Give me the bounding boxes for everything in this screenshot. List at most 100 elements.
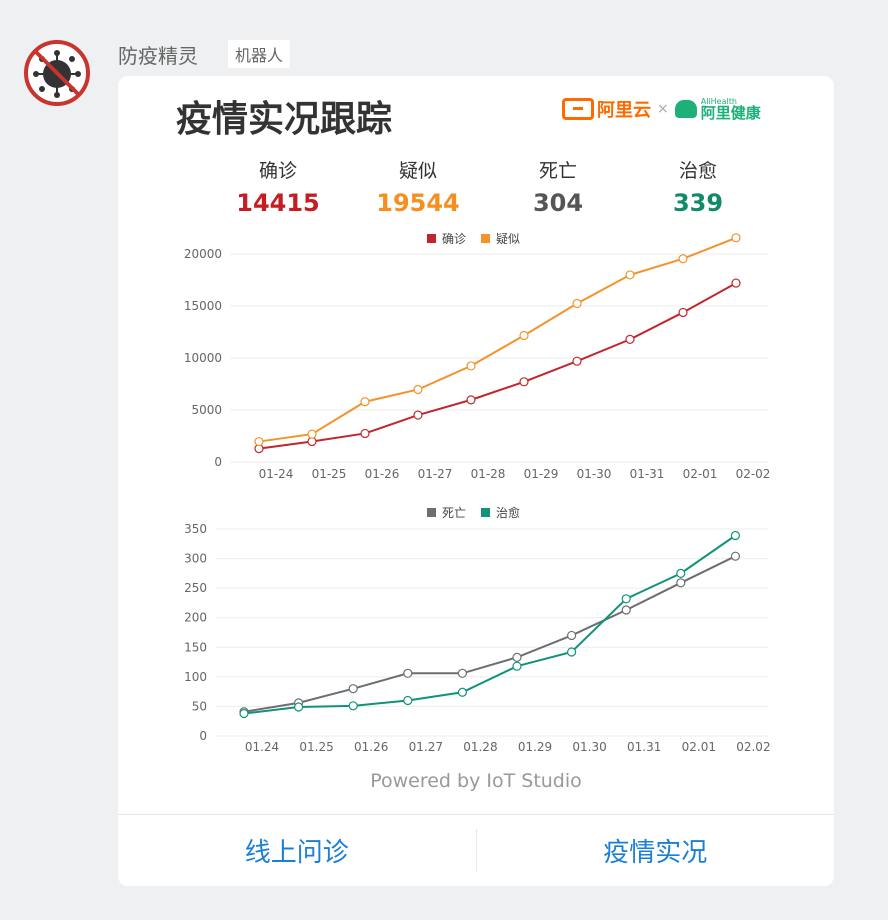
data-point [621, 605, 631, 615]
y-tick-label: 20000 [184, 247, 222, 261]
y-tick-label: 0 [214, 455, 222, 469]
aliyun-text: 阿里云 [597, 100, 651, 121]
data-point [457, 687, 467, 697]
data-point [466, 395, 476, 405]
stat-label: 疑似 [398, 160, 437, 182]
y-tick-label: 5000 [191, 403, 222, 417]
powered-by-text: Powered by IoT Studio [370, 770, 582, 792]
alihealth-en: AliHealth [700, 96, 737, 106]
data-point [678, 254, 688, 264]
data-point [572, 356, 582, 366]
epidemic-card: 疫情实况跟踪 阿里云 × AliHealth 阿里健康 确诊 14415 疑似 … [118, 76, 834, 886]
online-consult-button[interactable]: 线上问诊 [244, 838, 349, 868]
bot-badge: 机器人 [228, 40, 291, 68]
data-point [625, 270, 635, 280]
data-point [621, 594, 631, 604]
y-tick-label: 350 [184, 522, 207, 536]
stat-value: 19544 [376, 189, 460, 217]
x-tick-label: 02.01 [682, 740, 716, 754]
x-tick-label: 01.25 [299, 740, 333, 754]
cases-line-chart: 确诊 疑似 0 5000 10000 15000 20000 01-24 01-25 01-26 0… [184, 231, 771, 481]
data-point [730, 551, 741, 561]
y-tick-label: 150 [184, 640, 207, 654]
alihealth-cn: 阿里健康 [700, 103, 761, 122]
x-tick-label: 01.26 [354, 740, 388, 754]
data-point [572, 298, 582, 309]
alihealth-icon [674, 100, 697, 118]
x-tick-label: 01.28 [463, 740, 497, 754]
y-tick-label: 250 [184, 581, 207, 595]
stat-suspected: 疑似 19544 [348, 156, 488, 217]
virus-prohibited-icon [24, 40, 90, 106]
data-point [519, 377, 529, 387]
legend-label: 治愈 [496, 505, 520, 520]
data-point [512, 652, 522, 662]
x-tick-label: 01.24 [245, 740, 279, 754]
data-point [457, 668, 467, 678]
x-tick-label: 01.27 [409, 740, 443, 754]
data-point [512, 661, 522, 671]
message-header: 防疫精灵 机器人 [118, 40, 291, 68]
aliyun-icon [562, 98, 594, 120]
deaths-recovered-line-chart: 死亡 治愈 0 50 100 150 200 250 300 350 01.24 01.25 01.26… [184, 505, 770, 754]
epidemic-status-button[interactable]: 疫情实况 [603, 838, 708, 868]
data-point [360, 428, 370, 439]
x-tick-label: 01-27 [418, 467, 453, 481]
stat-value: 339 [672, 189, 724, 217]
legend-swatch [427, 508, 436, 517]
stat-label: 确诊 [258, 160, 297, 182]
x-tick-label: 01-29 [524, 467, 559, 481]
series-line [258, 236, 737, 443]
stat-label: 死亡 [538, 160, 577, 182]
data-point [413, 410, 423, 420]
stat-confirmed: 确诊 14415 [208, 156, 348, 217]
data-point [403, 668, 413, 678]
data-point [307, 429, 317, 439]
sender-name: 防疫精灵 [118, 43, 198, 68]
x-tick-label: 01-30 [577, 467, 612, 481]
data-point [731, 278, 741, 288]
x-tick-label: 02-01 [683, 467, 718, 481]
action-bar: 线上问诊 疫情实况 [118, 814, 834, 886]
stat-deaths: 死亡 304 [488, 156, 628, 217]
data-point [731, 233, 741, 243]
y-tick-label: 100 [184, 670, 207, 684]
y-tick-label: 50 [192, 699, 207, 713]
y-tick-label: 10000 [184, 351, 222, 365]
y-tick-label: 300 [184, 552, 207, 566]
series-line [243, 534, 736, 715]
data-point [348, 701, 358, 711]
y-tick-label: 15000 [184, 299, 222, 313]
x-tick-label: 01-26 [365, 467, 400, 481]
data-point [730, 530, 741, 541]
data-point [413, 384, 423, 395]
aliyun-logo: 阿里云 [562, 96, 651, 122]
data-point [348, 684, 358, 694]
card-title: 疫情实况跟踪 [176, 99, 393, 140]
stat-value: 304 [532, 189, 584, 217]
legend-swatch [481, 234, 490, 243]
x-tick-label: 01-31 [630, 467, 665, 481]
legend-label: 疑似 [496, 231, 520, 246]
legend-swatch [427, 234, 436, 243]
x-tick-label: 01-24 [259, 467, 294, 481]
data-point [239, 708, 249, 719]
action-divider [475, 829, 477, 872]
data-point [519, 330, 529, 341]
data-point [676, 578, 686, 588]
data-point [466, 361, 476, 371]
alihealth-logo: AliHealth 阿里健康 [674, 96, 761, 122]
stat-value: 14415 [236, 189, 320, 217]
stat-recovered: 治愈 339 [628, 156, 768, 217]
series-line [258, 282, 737, 450]
x-tick-label: 02-02 [736, 467, 771, 481]
y-tick-label: 200 [184, 611, 207, 625]
data-point [567, 647, 577, 657]
x-tick-label: 01.29 [518, 740, 552, 754]
data-point [254, 436, 264, 447]
x-tick-label: 01-25 [312, 467, 347, 481]
data-point [567, 630, 577, 641]
x-tick-label: 01-28 [471, 467, 506, 481]
data-point [676, 568, 686, 578]
x-tick-label: 01.31 [627, 740, 661, 754]
